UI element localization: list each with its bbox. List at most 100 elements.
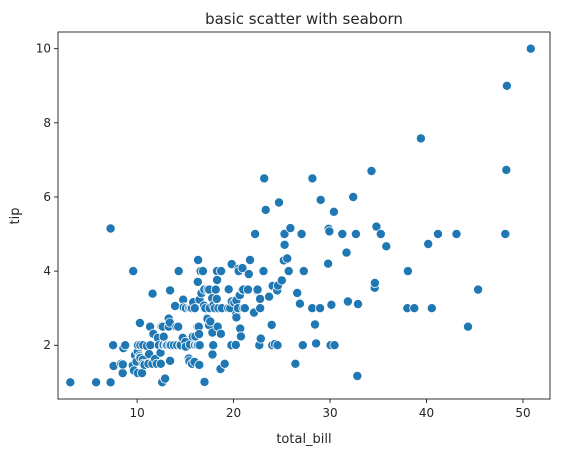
y-tick-label-8: 8 xyxy=(43,116,51,130)
data-point-50 xyxy=(158,331,169,342)
data-point-66 xyxy=(173,321,184,332)
data-point-8 xyxy=(117,359,128,370)
data-point-3 xyxy=(105,223,116,234)
data-point-182 xyxy=(283,266,294,277)
data-point-181 xyxy=(282,253,293,264)
data-point-200 xyxy=(324,226,335,237)
data-point-229 xyxy=(501,164,512,175)
data-point-148 xyxy=(235,331,246,342)
y-axis-ticks: 2 4 6 8 10 xyxy=(36,42,58,352)
data-point-191 xyxy=(298,266,309,277)
data-point-7 xyxy=(117,368,128,379)
data-point-214 xyxy=(369,277,380,288)
data-point-166 xyxy=(259,173,270,184)
data-point-160 xyxy=(252,284,263,295)
data-point-202 xyxy=(326,299,337,310)
data-point-220 xyxy=(409,303,420,314)
data-point-139 xyxy=(230,339,241,350)
data-point-205 xyxy=(337,228,348,239)
x-tick-label-20: 20 xyxy=(226,406,241,420)
data-point-203 xyxy=(328,206,339,217)
data-point-196 xyxy=(315,303,326,314)
data-point-223 xyxy=(426,303,437,314)
x-tick-label-40: 40 xyxy=(419,406,434,420)
data-point-25 xyxy=(136,368,147,379)
data-point-129 xyxy=(216,266,227,277)
data-point-168 xyxy=(264,291,275,302)
data-point-1 xyxy=(91,377,102,388)
data-point-179 xyxy=(279,228,290,239)
data-point-117 xyxy=(208,340,219,351)
x-tick-label-50: 50 xyxy=(515,406,530,420)
plot-area xyxy=(58,32,550,399)
data-point-215 xyxy=(371,221,382,232)
data-point-0 xyxy=(65,377,76,388)
data-point-34 xyxy=(145,340,156,351)
data-point-128 xyxy=(215,328,226,339)
data-point-60 xyxy=(165,285,176,296)
data-point-222 xyxy=(423,238,434,249)
data-point-219 xyxy=(402,266,413,277)
y-tick-label-4: 4 xyxy=(43,264,51,278)
data-point-131 xyxy=(219,358,230,369)
data-point-221 xyxy=(415,133,426,144)
data-point-36 xyxy=(147,288,158,299)
data-point-4 xyxy=(108,340,119,351)
data-point-20 xyxy=(134,317,145,328)
data-point-154 xyxy=(242,284,253,295)
data-point-120 xyxy=(210,284,221,295)
data-point-198 xyxy=(323,258,334,269)
data-point-155 xyxy=(243,269,254,280)
data-point-153 xyxy=(239,303,250,314)
data-point-162 xyxy=(255,293,266,304)
data-point-224 xyxy=(432,228,443,239)
data-point-63 xyxy=(170,300,181,311)
y-axis-label: tip xyxy=(8,208,23,225)
y-tick-label-10: 10 xyxy=(36,42,51,56)
data-point-113 xyxy=(205,316,216,327)
x-axis-label: total_bill xyxy=(276,432,331,447)
data-point-164 xyxy=(255,333,266,344)
data-point-165 xyxy=(258,266,269,277)
x-axis-ticks: 10 20 30 40 50 xyxy=(129,399,531,420)
data-point-194 xyxy=(309,319,320,330)
x-tick-label-30: 30 xyxy=(322,406,337,420)
data-point-12 xyxy=(128,266,139,277)
data-point-188 xyxy=(296,228,307,239)
data-point-67 xyxy=(173,266,184,277)
data-point-10 xyxy=(120,340,131,351)
data-point-231 xyxy=(525,43,536,54)
data-point-230 xyxy=(501,80,512,91)
data-point-217 xyxy=(381,241,392,252)
data-point-96 xyxy=(194,329,205,340)
x-tick-label-10: 10 xyxy=(129,406,144,420)
data-point-156 xyxy=(244,254,255,265)
data-point-150 xyxy=(237,263,248,274)
data-point-99 xyxy=(194,340,205,351)
data-point-102 xyxy=(197,266,208,277)
data-point-197 xyxy=(315,194,326,205)
data-point-163 xyxy=(255,303,266,314)
data-point-176 xyxy=(273,197,284,208)
data-point-43 xyxy=(155,358,166,369)
data-point-180 xyxy=(279,239,290,250)
data-point-211 xyxy=(352,299,363,310)
data-point-105 xyxy=(199,376,210,387)
data-point-183 xyxy=(285,223,296,234)
data-point-212 xyxy=(366,165,377,176)
data-point-228 xyxy=(500,228,511,239)
data-point-185 xyxy=(292,287,303,298)
data-point-124 xyxy=(212,274,223,285)
data-point-210 xyxy=(352,370,363,381)
data-point-177 xyxy=(276,275,287,286)
data-point-158 xyxy=(250,228,261,239)
y-tick-label-6: 6 xyxy=(43,190,51,204)
data-point-133 xyxy=(223,284,234,295)
data-point-87 xyxy=(189,303,200,314)
data-point-167 xyxy=(260,204,271,215)
plot-frame xyxy=(57,31,551,400)
data-point-116 xyxy=(207,349,218,360)
data-point-193 xyxy=(307,173,318,184)
data-point-209 xyxy=(350,228,361,239)
